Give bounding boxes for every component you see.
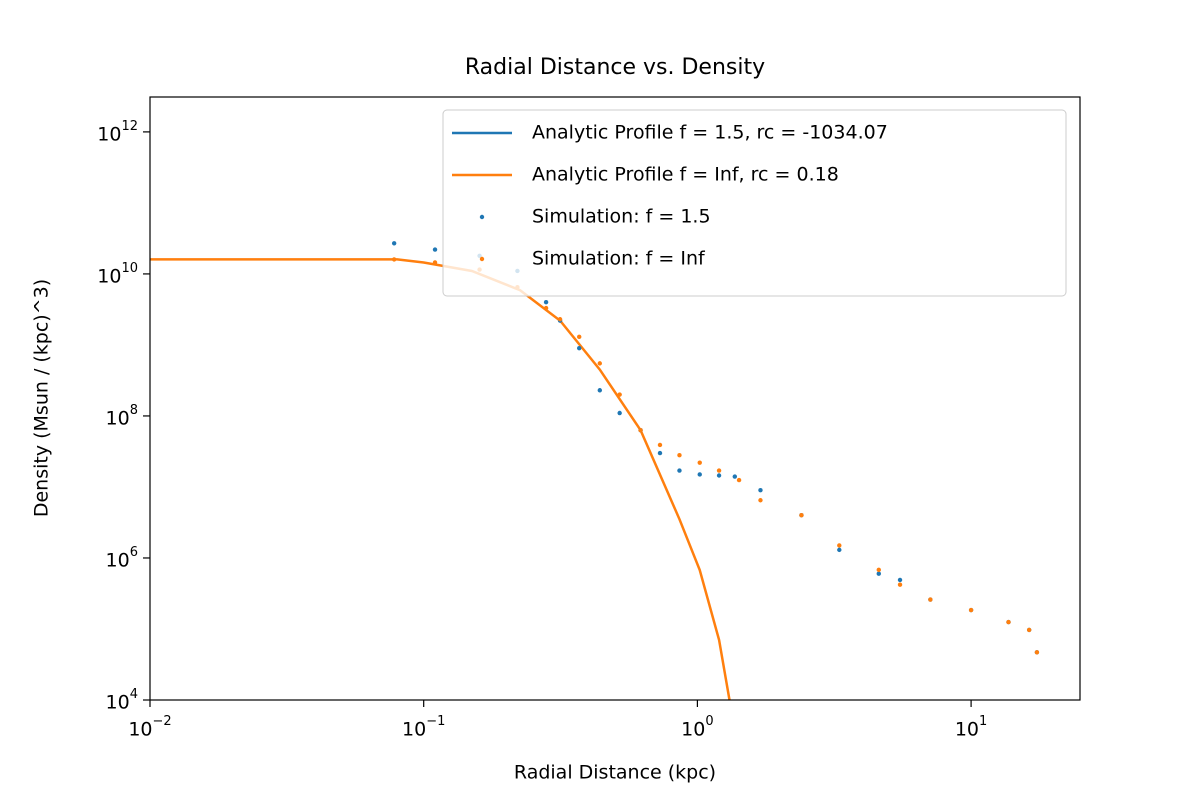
scatter-point bbox=[432, 260, 438, 265]
scatter-point bbox=[1034, 650, 1040, 655]
scatter-point bbox=[897, 577, 903, 583]
scatter-point bbox=[597, 361, 603, 366]
legend-label: Simulation: f = 1.5 bbox=[532, 206, 711, 228]
scatter-point bbox=[837, 547, 842, 553]
scatter-point bbox=[391, 257, 397, 262]
legend-label: Simulation: f = Inf bbox=[532, 248, 706, 270]
scatter-point bbox=[736, 477, 742, 483]
scatter-point bbox=[697, 472, 702, 477]
y-axis-label: Density (Msun / (kpc)^3) bbox=[31, 279, 53, 517]
y-tick-label: 106 bbox=[106, 544, 138, 571]
y-tick-label: 104 bbox=[106, 687, 138, 714]
legend-label: Analytic Profile f = Inf, rc = 0.18 bbox=[532, 164, 839, 186]
scatter-point bbox=[758, 498, 763, 503]
scatter-point bbox=[928, 597, 933, 602]
scatter-point bbox=[732, 474, 738, 479]
scatter-point bbox=[657, 450, 663, 456]
scatter-point bbox=[577, 345, 582, 351]
x-tick-label: 10−1 bbox=[402, 714, 445, 741]
scatter-point bbox=[876, 567, 881, 573]
scatter-point bbox=[617, 392, 622, 397]
scatter-point bbox=[716, 468, 722, 473]
scatter-point bbox=[758, 488, 763, 493]
scatter-point bbox=[1026, 627, 1032, 633]
scatter-point bbox=[677, 453, 682, 458]
scatter-point bbox=[577, 334, 582, 340]
scatter-point bbox=[432, 247, 438, 252]
scatter-point bbox=[1006, 619, 1011, 625]
legend-label: Analytic Profile f = 1.5, rc = -1034.07 bbox=[532, 122, 888, 144]
scatter-point bbox=[597, 388, 603, 393]
scatter-point bbox=[677, 468, 682, 473]
scatter-point bbox=[897, 582, 903, 587]
scatter-point bbox=[968, 607, 974, 613]
scatter-point bbox=[543, 299, 549, 305]
scatter-point bbox=[716, 473, 722, 478]
scatter-point bbox=[543, 305, 549, 311]
scatter-point bbox=[697, 460, 702, 465]
legend-box bbox=[442, 109, 1067, 297]
scatter-point bbox=[837, 543, 842, 548]
plot-frame bbox=[149, 96, 1081, 701]
legend-marker bbox=[479, 256, 485, 262]
chart-title: Radial Distance vs. Density bbox=[465, 55, 765, 80]
scatter-point bbox=[657, 442, 663, 448]
scatter-point bbox=[391, 241, 397, 246]
scatter-point bbox=[617, 410, 622, 416]
plot-area bbox=[150, 241, 1040, 700]
legend-marker bbox=[479, 214, 485, 220]
scatter-point bbox=[799, 513, 804, 518]
scatter-point bbox=[876, 571, 881, 576]
x-axis-label: Radial Distance (kpc) bbox=[514, 762, 716, 784]
scatter-point bbox=[638, 427, 643, 433]
scatter-point bbox=[557, 317, 563, 322]
